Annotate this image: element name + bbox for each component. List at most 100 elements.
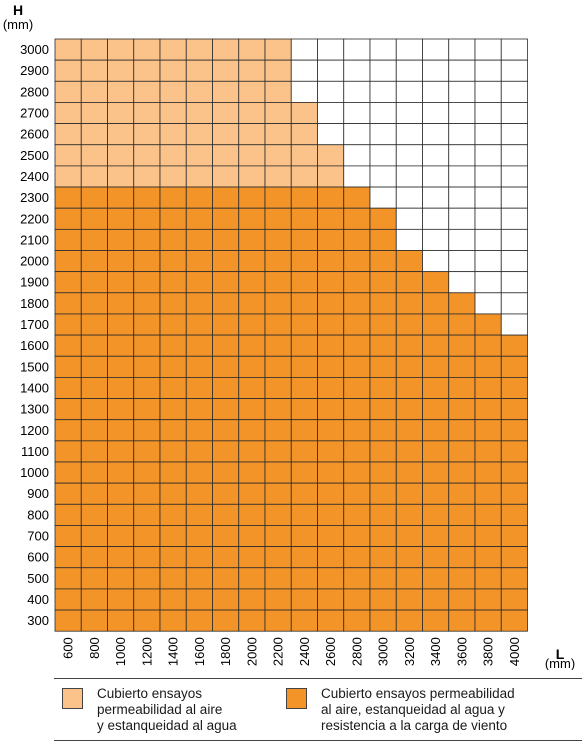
grid-cell <box>343 334 371 357</box>
grid-cell <box>264 567 292 590</box>
grid-cell <box>422 144 450 167</box>
x-tick-label: 1000 <box>113 637 128 666</box>
grid-cell <box>500 250 528 273</box>
grid-cell <box>369 440 397 463</box>
grid-cell <box>80 567 108 590</box>
grid-cell <box>80 38 108 61</box>
grid-cell <box>185 334 213 357</box>
grid-cell <box>159 398 187 421</box>
grid-cell <box>107 609 135 632</box>
grid-cell <box>133 588 161 611</box>
grid-cell <box>448 292 476 315</box>
grid-cell <box>448 376 476 399</box>
grid-cell <box>500 503 528 526</box>
grid-cell <box>54 165 82 188</box>
grid-cell <box>317 440 345 463</box>
y-tick-label: 1700 <box>20 317 49 332</box>
grid-cell <box>317 609 345 632</box>
grid-cell <box>317 250 345 273</box>
x-tick-label: 800 <box>87 637 102 659</box>
grid-cell <box>395 102 423 124</box>
y-tick-label: 2200 <box>20 211 49 226</box>
grid-cell <box>448 144 476 167</box>
grid-cell <box>317 419 345 442</box>
x-tick-label: 2000 <box>244 637 259 666</box>
grid-cell <box>395 144 423 167</box>
grid-cell <box>107 80 135 103</box>
grid-cell <box>54 292 82 315</box>
grid-cell <box>107 207 135 230</box>
grid-cell <box>54 609 82 632</box>
y-axis-title: H <box>13 2 23 18</box>
grid-cell <box>264 334 292 357</box>
grid-cell <box>500 186 528 209</box>
grid-cell <box>238 609 266 632</box>
grid-cell <box>369 546 397 569</box>
grid-cell <box>395 461 423 484</box>
grid-cell <box>264 376 292 399</box>
grid-cell <box>133 80 161 103</box>
grid-cell <box>107 440 135 463</box>
grid-cell <box>159 102 187 124</box>
grid-cell <box>422 80 450 103</box>
grid-cell <box>107 271 135 294</box>
grid-cell <box>369 102 397 124</box>
grid-cell <box>80 419 108 442</box>
grid-cell <box>369 80 397 103</box>
grid-cell <box>317 123 345 146</box>
x-tick-label: 1400 <box>166 637 181 666</box>
grid-cell <box>474 525 502 548</box>
legend-top-rule <box>54 678 582 679</box>
x-tick-label: 3000 <box>376 637 391 666</box>
grid-cell <box>212 207 240 230</box>
coverage-chart: H (mm) 3000 2900 2800 2700 2600 2500 2400 2300 2… <box>3 2 575 670</box>
grid-cell <box>395 207 423 230</box>
grid-cell <box>80 588 108 611</box>
grid-cell <box>369 207 397 230</box>
grid-cell <box>448 525 476 548</box>
grid-cell <box>264 271 292 294</box>
grid-cell <box>395 313 423 336</box>
grid-cell <box>395 567 423 590</box>
grid-cell <box>133 271 161 294</box>
grid-cell <box>159 503 187 526</box>
grid-cell <box>264 503 292 526</box>
grid-cell <box>343 123 371 146</box>
grid-cell <box>369 228 397 251</box>
grid-cell <box>185 398 213 421</box>
grid-cell <box>395 588 423 611</box>
x-tick-label: 2400 <box>297 637 312 666</box>
grid-cell <box>422 186 450 209</box>
grid-cell <box>238 376 266 399</box>
y-tick-label: 1300 <box>20 402 49 417</box>
legend-bottom-rule <box>54 740 582 741</box>
y-tick-label: 3000 <box>20 42 49 57</box>
grid-cell <box>395 292 423 315</box>
grid-cell <box>448 123 476 146</box>
grid-cell <box>107 355 135 378</box>
grid-cell <box>80 482 108 505</box>
grid-cell <box>133 207 161 230</box>
grid-cell <box>500 609 528 632</box>
legend-swatch-light <box>62 688 83 709</box>
grid-cell <box>422 271 450 294</box>
grid-cell <box>317 546 345 569</box>
grid-cell <box>54 398 82 421</box>
grid-cell <box>212 482 240 505</box>
grid-cell <box>317 398 345 421</box>
grid-cell <box>80 165 108 188</box>
grid-cell <box>133 419 161 442</box>
grid-cell <box>343 271 371 294</box>
grid-cell <box>448 228 476 251</box>
grid-cell <box>500 355 528 378</box>
grid-cell <box>395 398 423 421</box>
grid-cell <box>54 59 82 82</box>
grid-cell <box>238 482 266 505</box>
y-tick-label: 2600 <box>20 127 49 142</box>
grid-cell <box>395 419 423 442</box>
grid-cell <box>238 461 266 484</box>
grid-cell <box>422 525 450 548</box>
grid-cell <box>500 59 528 82</box>
grid-cell <box>474 482 502 505</box>
grid-cell <box>54 567 82 590</box>
